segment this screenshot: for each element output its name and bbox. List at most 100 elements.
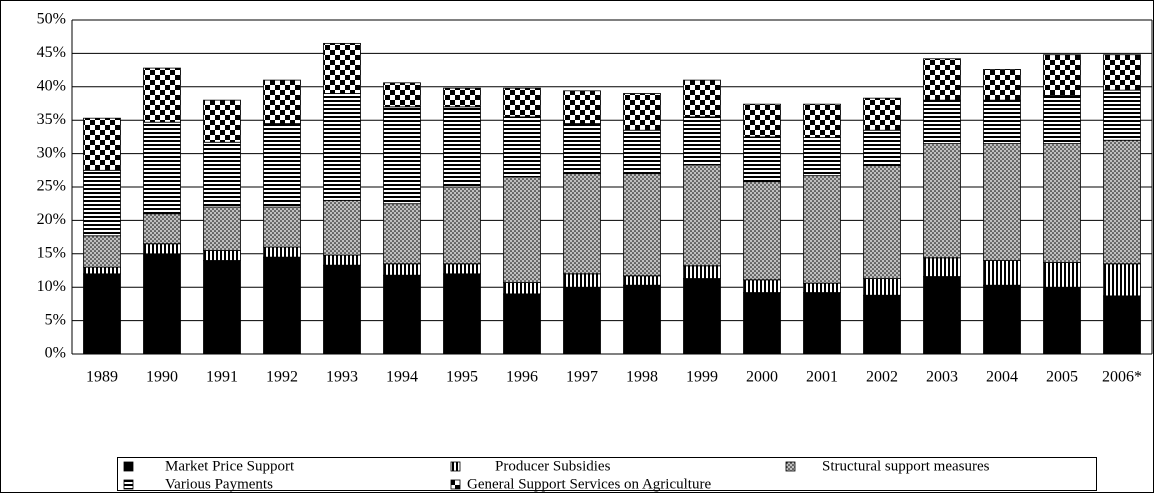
bar-segment <box>383 263 421 276</box>
legend-swatch <box>123 461 134 472</box>
bar-segment <box>563 90 601 124</box>
bar-segment <box>203 250 241 261</box>
bar-segment <box>803 137 841 177</box>
y-tick-label: 20% <box>37 211 66 228</box>
x-tick-label: 2001 <box>806 369 838 386</box>
bar-segment <box>563 123 601 175</box>
bar-segment <box>323 93 361 201</box>
bar-segment <box>683 79 721 118</box>
bar-segment <box>143 243 181 255</box>
bar-segment <box>1103 54 1141 91</box>
bar-segment <box>983 143 1021 261</box>
bar-segment <box>623 129 661 175</box>
bar-segment <box>443 273 481 355</box>
legend-swatch-pattern <box>451 462 460 471</box>
bar-segment <box>383 106 421 205</box>
bar-segment <box>383 274 421 355</box>
bar-segment <box>443 186 481 265</box>
bar-segment <box>743 279 781 293</box>
bar-segment <box>263 79 301 124</box>
bar-segment <box>83 273 121 355</box>
bar-segment <box>263 246 301 258</box>
bar-segment <box>443 106 481 188</box>
bar-segment <box>83 235 121 268</box>
legend-label: General Support Services on Agriculture <box>467 476 711 492</box>
bar-segment <box>503 116 541 178</box>
bar-segment <box>743 136 781 183</box>
bar-segment <box>1043 286 1081 355</box>
bar-segment <box>743 181 781 281</box>
bar-segment <box>263 206 301 248</box>
bar-segment <box>803 175 841 284</box>
bar-segment <box>563 286 601 355</box>
bar-segment <box>1043 95 1081 144</box>
x-tick-label: 1998 <box>626 369 658 386</box>
bar-segment <box>143 67 181 123</box>
bar-segment <box>443 263 481 275</box>
bar-segment <box>923 276 961 355</box>
x-tick-label: 1993 <box>326 369 358 386</box>
bar-segment <box>1103 139 1141 265</box>
bar-segment <box>863 129 901 167</box>
legend: Market Price Support Producer Subsidies St… <box>117 457 1097 492</box>
bar-segment <box>143 213 181 245</box>
bar-segment <box>563 273 601 288</box>
bar-segment <box>503 87 541 118</box>
legend-swatch-pattern <box>124 480 133 489</box>
y-tick-label: 40% <box>37 77 66 94</box>
legend-label: Structural support measures <box>822 458 990 474</box>
bar-segment <box>143 121 181 215</box>
bar-segment <box>443 87 481 108</box>
bar-segment <box>623 173 661 277</box>
y-tick-label: 0% <box>45 345 66 362</box>
bar-segment <box>83 266 121 275</box>
bar-segment <box>623 284 661 355</box>
x-tick-label: 2006* <box>1102 369 1142 386</box>
bar-segment <box>203 99 241 143</box>
bar-segment <box>383 82 421 108</box>
x-tick-label: 2003 <box>926 369 958 386</box>
legend-label: Market Price Support <box>165 458 295 474</box>
bar-segment <box>323 264 361 355</box>
x-tick-label: 1997 <box>566 369 598 386</box>
bar-segment <box>683 265 721 279</box>
bar-segment <box>983 99 1021 144</box>
bar-segment <box>623 275 661 286</box>
bar-segment <box>503 293 541 355</box>
bar-segment <box>1103 295 1141 355</box>
bar-segment <box>863 165 901 279</box>
bar-segment <box>323 42 361 94</box>
bar-segment <box>803 292 841 355</box>
bar-segment <box>503 176 541 283</box>
bar-segment <box>563 173 601 275</box>
y-tick-label: 15% <box>37 244 66 261</box>
bar-segment <box>1103 263 1141 297</box>
bar-segment <box>1043 143 1081 263</box>
bar-segment <box>1103 89 1141 141</box>
bar-segment <box>623 93 661 131</box>
bar-segment <box>203 141 241 208</box>
bar-segment <box>923 143 961 259</box>
y-tick-label: 10% <box>37 278 66 295</box>
bar-segment <box>803 282 841 293</box>
y-tick-label: 45% <box>37 44 66 61</box>
bar-segment <box>743 292 781 355</box>
x-tick-label: 2005 <box>1046 369 1078 386</box>
bar-segment <box>323 254 361 266</box>
y-tick-label: 35% <box>37 111 66 128</box>
bar-segment <box>143 253 181 355</box>
bar-segment <box>743 103 781 138</box>
bar-segment <box>263 256 301 355</box>
legend-box <box>117 457 1097 491</box>
bar-segment <box>683 164 721 267</box>
x-tick-label: 1989 <box>86 369 118 386</box>
bar-segment <box>83 117 121 171</box>
y-tick-label: 30% <box>37 144 66 161</box>
x-tick-label: 1999 <box>686 369 718 386</box>
bar-segment <box>203 206 241 251</box>
x-tick-label: 1991 <box>206 369 238 386</box>
bar-segment <box>203 260 241 355</box>
legend-swatch-pattern <box>451 480 460 489</box>
x-tick-label: 1990 <box>146 369 178 386</box>
